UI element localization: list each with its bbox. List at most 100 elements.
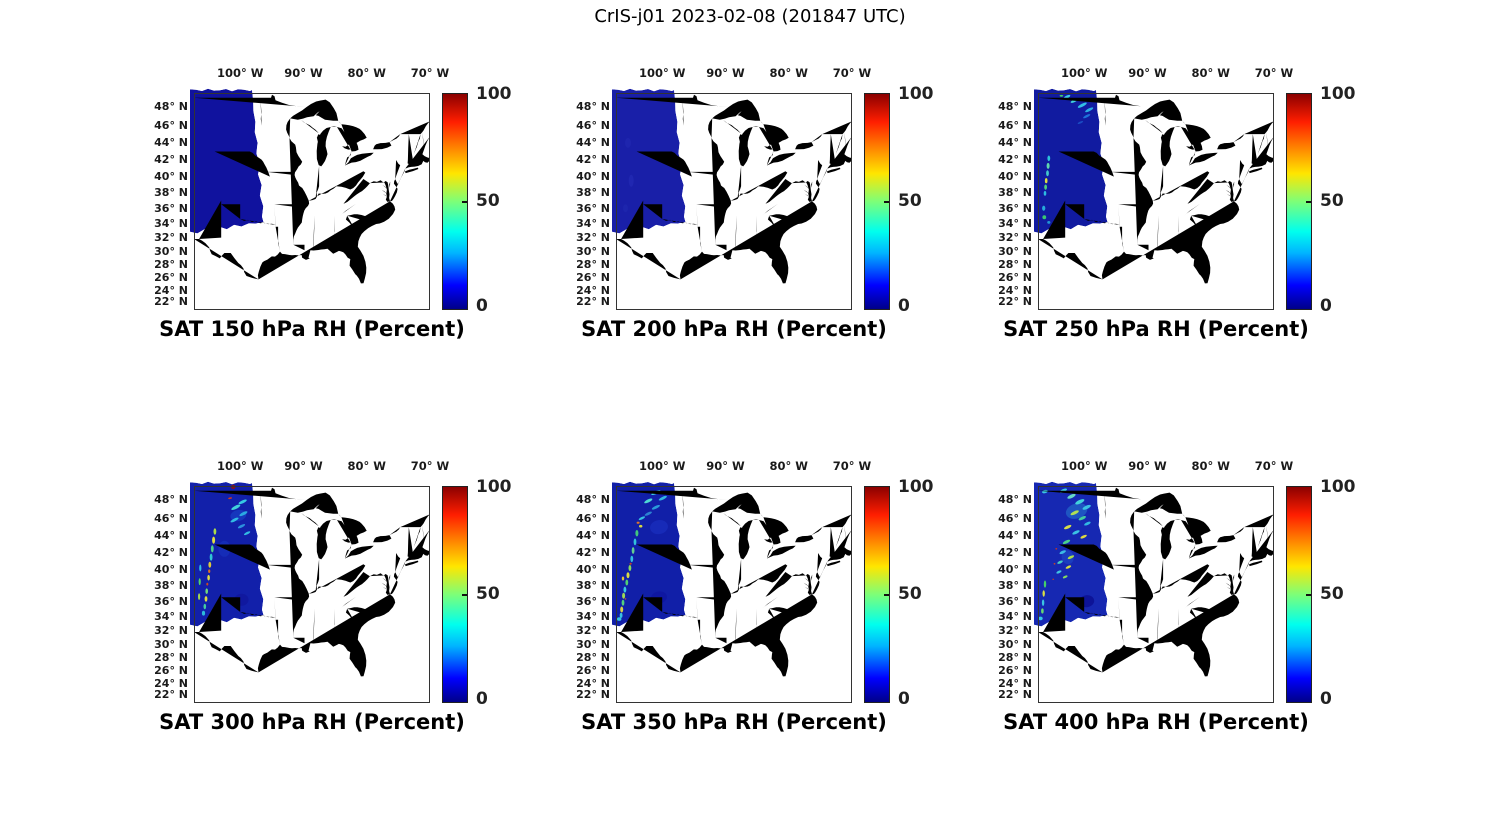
swath-feature (206, 582, 209, 586)
lat-tick-label: 26° N (576, 271, 610, 285)
colorbar-tick-50 (1306, 200, 1311, 203)
swath-feature (208, 561, 212, 568)
colorbar-label-mid: 50 (476, 583, 500, 604)
map-frame (194, 486, 430, 703)
swath-feature (203, 603, 207, 610)
colorbar-label-min: 0 (898, 689, 910, 709)
lat-tick-label: 30° N (576, 245, 610, 259)
data-swath (612, 88, 686, 234)
swath-feature (1077, 102, 1087, 108)
colorbar-label-min: 0 (476, 689, 488, 709)
swath-feature (658, 495, 667, 501)
lat-tick-label: 28° N (576, 258, 610, 272)
colorbar-label-min: 0 (476, 296, 488, 316)
lat-tick-label: 24° N (998, 283, 1032, 297)
colorbar-label-max: 100 (476, 84, 512, 104)
colorbar-label-max: 100 (476, 477, 512, 497)
lat-tick-label: 48° N (154, 100, 188, 114)
swath-feature (631, 547, 635, 554)
map-panel-150hpa (190, 88, 430, 310)
swath-feature (1056, 570, 1062, 574)
lat-tick-label: 28° N (576, 651, 610, 665)
swath-feature (1062, 539, 1071, 545)
lon-tick-label: 100° W (216, 459, 264, 473)
lat-tick-label: 48° N (576, 493, 610, 507)
lat-tick-label: 46° N (576, 118, 610, 132)
lon-tick-label: 90° W (284, 66, 323, 80)
swath-feature (1047, 155, 1051, 162)
swath-feature (1042, 590, 1045, 597)
colorbar-label-mid: 50 (898, 190, 922, 211)
swath-feature (210, 545, 214, 553)
swath-feature (1065, 565, 1072, 569)
lat-tick-label: 34° N (998, 609, 1032, 623)
swath-feature (1055, 548, 1058, 550)
swath-feature (1046, 170, 1049, 177)
swath-feature (626, 572, 630, 579)
swath-feature (1078, 516, 1086, 521)
lat-tick-label: 22° N (576, 688, 610, 702)
map-panel-300hpa (190, 481, 430, 703)
data-swath (1034, 481, 1108, 627)
swath-feature (650, 520, 668, 535)
colorbar-label-max: 100 (1320, 84, 1356, 104)
lat-tick-label: 44° N (998, 529, 1032, 543)
swath-feature (208, 569, 211, 573)
lat-tick-label: 30° N (998, 638, 1032, 652)
lat-tick-label: 48° N (576, 100, 610, 114)
lon-tick-label: 100° W (1060, 459, 1108, 473)
map-frame (1038, 486, 1274, 703)
panel-title: SAT 250 hPa RH (Percent) (1003, 317, 1309, 341)
lat-tick-label: 24° N (576, 283, 610, 297)
lon-tick-label: 80° W (347, 66, 386, 80)
swath-feature (1043, 191, 1047, 196)
lat-tick-label: 34° N (154, 609, 188, 623)
lat-tick-label: 40° N (576, 563, 610, 577)
colorbar-label-max: 100 (1320, 477, 1356, 497)
lat-tick-label: 30° N (576, 638, 610, 652)
lon-tick-label: 90° W (1128, 66, 1167, 80)
swath-feature (212, 536, 216, 544)
swath-feature (1041, 599, 1045, 606)
lat-tick-label: 38° N (576, 186, 610, 200)
lon-tick-label: 90° W (284, 459, 323, 473)
lat-tick-label: 32° N (576, 231, 610, 245)
swath-feature (1075, 499, 1085, 505)
colorbar-label-mid: 50 (476, 190, 500, 211)
lat-tick-label: 22° N (998, 295, 1032, 309)
lon-tick-label: 100° W (638, 66, 686, 80)
swath-feature (629, 562, 632, 565)
figure-title: CrIS-j01 2023-02-08 (201847 UTC) (594, 6, 906, 27)
swath-feature (619, 612, 623, 618)
lon-tick-label: 70° W (1254, 66, 1294, 80)
colorbar-label-min: 0 (1320, 296, 1332, 316)
lat-tick-label: 44° N (576, 529, 610, 543)
lon-tick-label: 80° W (769, 66, 808, 80)
lat-tick-label: 46° N (154, 118, 188, 132)
swath-feature (207, 574, 210, 581)
lat-tick-label: 46° N (998, 118, 1032, 132)
colorbar-tick-50 (462, 200, 467, 203)
swath-base (1034, 88, 1108, 234)
lon-tick-label: 90° W (706, 66, 745, 80)
swath-feature (1084, 521, 1091, 526)
map-panel-250hpa (1034, 88, 1274, 310)
swath-feature (213, 528, 217, 535)
lat-tick-label: 22° N (998, 688, 1032, 702)
lat-tick-label: 32° N (154, 231, 188, 245)
map-panel-350hpa (612, 481, 852, 703)
lat-tick-label: 46° N (998, 511, 1032, 525)
swath-feature (204, 596, 208, 602)
swath-feature (1059, 94, 1064, 97)
lat-tick-label: 48° N (154, 493, 188, 507)
swath-feature (1043, 580, 1047, 588)
swath-feature (1080, 534, 1087, 539)
lon-tick-label: 70° W (1254, 459, 1294, 473)
map-frame (1038, 93, 1274, 310)
swath-feature (209, 553, 213, 561)
swath-feature (628, 565, 632, 571)
swath-feature (1042, 205, 1046, 211)
lat-tick-label: 40° N (154, 563, 188, 577)
